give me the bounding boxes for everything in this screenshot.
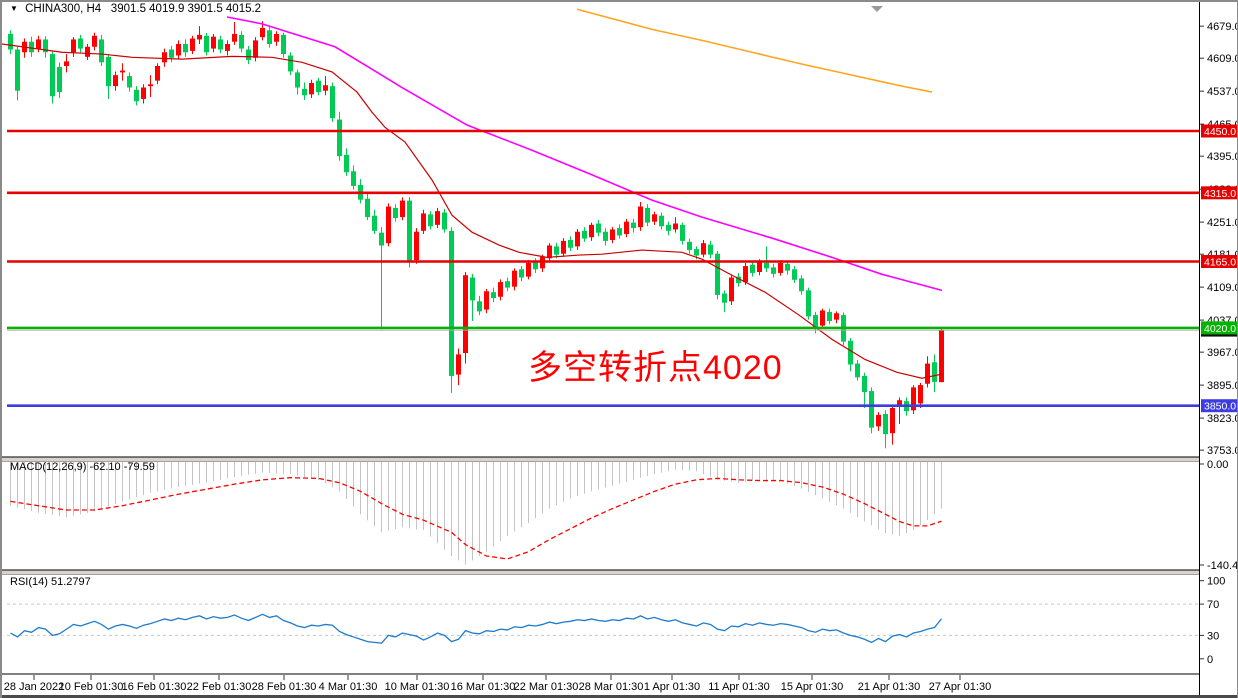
svg-text:27 Apr 01:30: 27 Apr 01:30 <box>929 681 991 693</box>
svg-text:3850.0: 3850.0 <box>1204 401 1236 413</box>
chart-title-symbol: CHINA300, H4 <box>25 3 102 15</box>
svg-text:3895.0: 3895.0 <box>1207 380 1238 392</box>
svg-text:100: 100 <box>1207 576 1225 588</box>
svg-text:28 Feb 01:30: 28 Feb 01:30 <box>252 681 317 693</box>
horizontal-lines-layer[interactable] <box>7 129 1199 408</box>
svg-text:30: 30 <box>1207 630 1219 642</box>
price-badge-3850.0 <box>1201 399 1237 413</box>
svg-text:4395.0: 4395.0 <box>1207 151 1238 163</box>
indicator-axes: 0.00 -140.44 100 70 30 0 <box>1200 459 1238 666</box>
svg-text:4537.0: 4537.0 <box>1207 86 1238 98</box>
svg-text:0: 0 <box>1207 654 1213 666</box>
svg-text:16 Feb 01:30: 16 Feb 01:30 <box>122 681 187 693</box>
price-badge-4020.0 <box>1201 321 1237 335</box>
svg-text:3823.0: 3823.0 <box>1207 413 1238 425</box>
rsi-pane-layer <box>7 603 1199 644</box>
svg-text:10 Mar 01:30: 10 Mar 01:30 <box>385 681 450 693</box>
svg-text:4109.0: 4109.0 <box>1207 282 1238 294</box>
svg-text:3753.0: 3753.0 <box>1207 445 1238 457</box>
svg-text:0.00: 0.00 <box>1207 459 1228 471</box>
price-badge-4165.0 <box>1201 254 1237 268</box>
svg-text:70: 70 <box>1207 599 1219 611</box>
svg-text:16 Mar 01:30: 16 Mar 01:30 <box>451 681 516 693</box>
svg-text:28 Mar 01:30: 28 Mar 01:30 <box>579 681 644 693</box>
macd-pane-layer <box>10 462 942 565</box>
svg-text:3967.0: 3967.0 <box>1207 347 1238 359</box>
svg-text:4020.0: 4020.0 <box>1204 323 1236 335</box>
svg-text:4165.0: 4165.0 <box>1204 256 1236 268</box>
svg-text:15 Apr 01:30: 15 Apr 01:30 <box>781 681 843 693</box>
svg-text:21 Apr 01:30: 21 Apr 01:30 <box>858 681 920 693</box>
title-bar[interactable]: ▼ CHINA300, H4 3901.5 4019.9 3901.5 4015… <box>10 3 261 15</box>
svg-text:4251.0: 4251.0 <box>1207 217 1238 229</box>
price-annotation-text: 多空转折点4020 <box>528 349 783 387</box>
price-badge-4315.0 <box>1201 186 1237 200</box>
svg-text:4609.0: 4609.0 <box>1207 53 1238 65</box>
price-badge-4450.0 <box>1201 124 1237 138</box>
moving-averages-layer <box>2 8 943 379</box>
svg-text:11 Apr 01:30: 11 Apr 01:30 <box>708 681 770 693</box>
macd-pane-label: MACD(12,26,9) -62.10 -79.59 <box>10 461 155 473</box>
svg-text:22 Feb 01:30: 22 Feb 01:30 <box>187 681 252 693</box>
rsi-pane-label: RSI(14) 51.2797 <box>10 576 91 588</box>
svg-text:4 Mar 01:30: 4 Mar 01:30 <box>319 681 378 693</box>
svg-text:22 Mar 01:30: 22 Mar 01:30 <box>514 681 579 693</box>
chart-shift-icon[interactable] <box>871 6 883 12</box>
symbol-dropdown-icon[interactable]: ▼ <box>10 4 18 13</box>
price-axis: 4679.04609.04537.04465.04395.04323.04251… <box>1200 21 1238 457</box>
svg-text:4450.0: 4450.0 <box>1204 126 1236 138</box>
candles-layer <box>8 21 944 449</box>
svg-text:28 Jan 2022: 28 Jan 2022 <box>4 681 65 693</box>
svg-text:1 Apr 01:30: 1 Apr 01:30 <box>644 681 700 693</box>
svg-text:-140.44: -140.44 <box>1207 560 1238 572</box>
svg-text:4315.0: 4315.0 <box>1204 188 1236 200</box>
chart-title-ohlc: 3901.5 4019.9 3901.5 4015.2 <box>110 3 262 15</box>
svg-text:4679.0: 4679.0 <box>1207 21 1238 33</box>
svg-text:10 Feb 01:30: 10 Feb 01:30 <box>59 681 124 693</box>
